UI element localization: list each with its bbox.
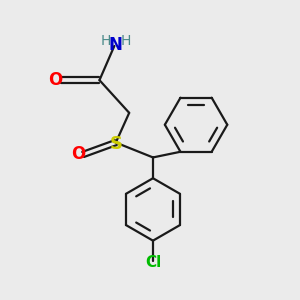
Text: O: O — [70, 146, 85, 164]
Text: Cl: Cl — [145, 255, 161, 270]
Text: N: N — [109, 36, 123, 54]
Text: S: S — [109, 135, 122, 153]
Text: H: H — [101, 34, 111, 48]
Text: H: H — [120, 34, 131, 48]
Text: O: O — [48, 71, 63, 89]
